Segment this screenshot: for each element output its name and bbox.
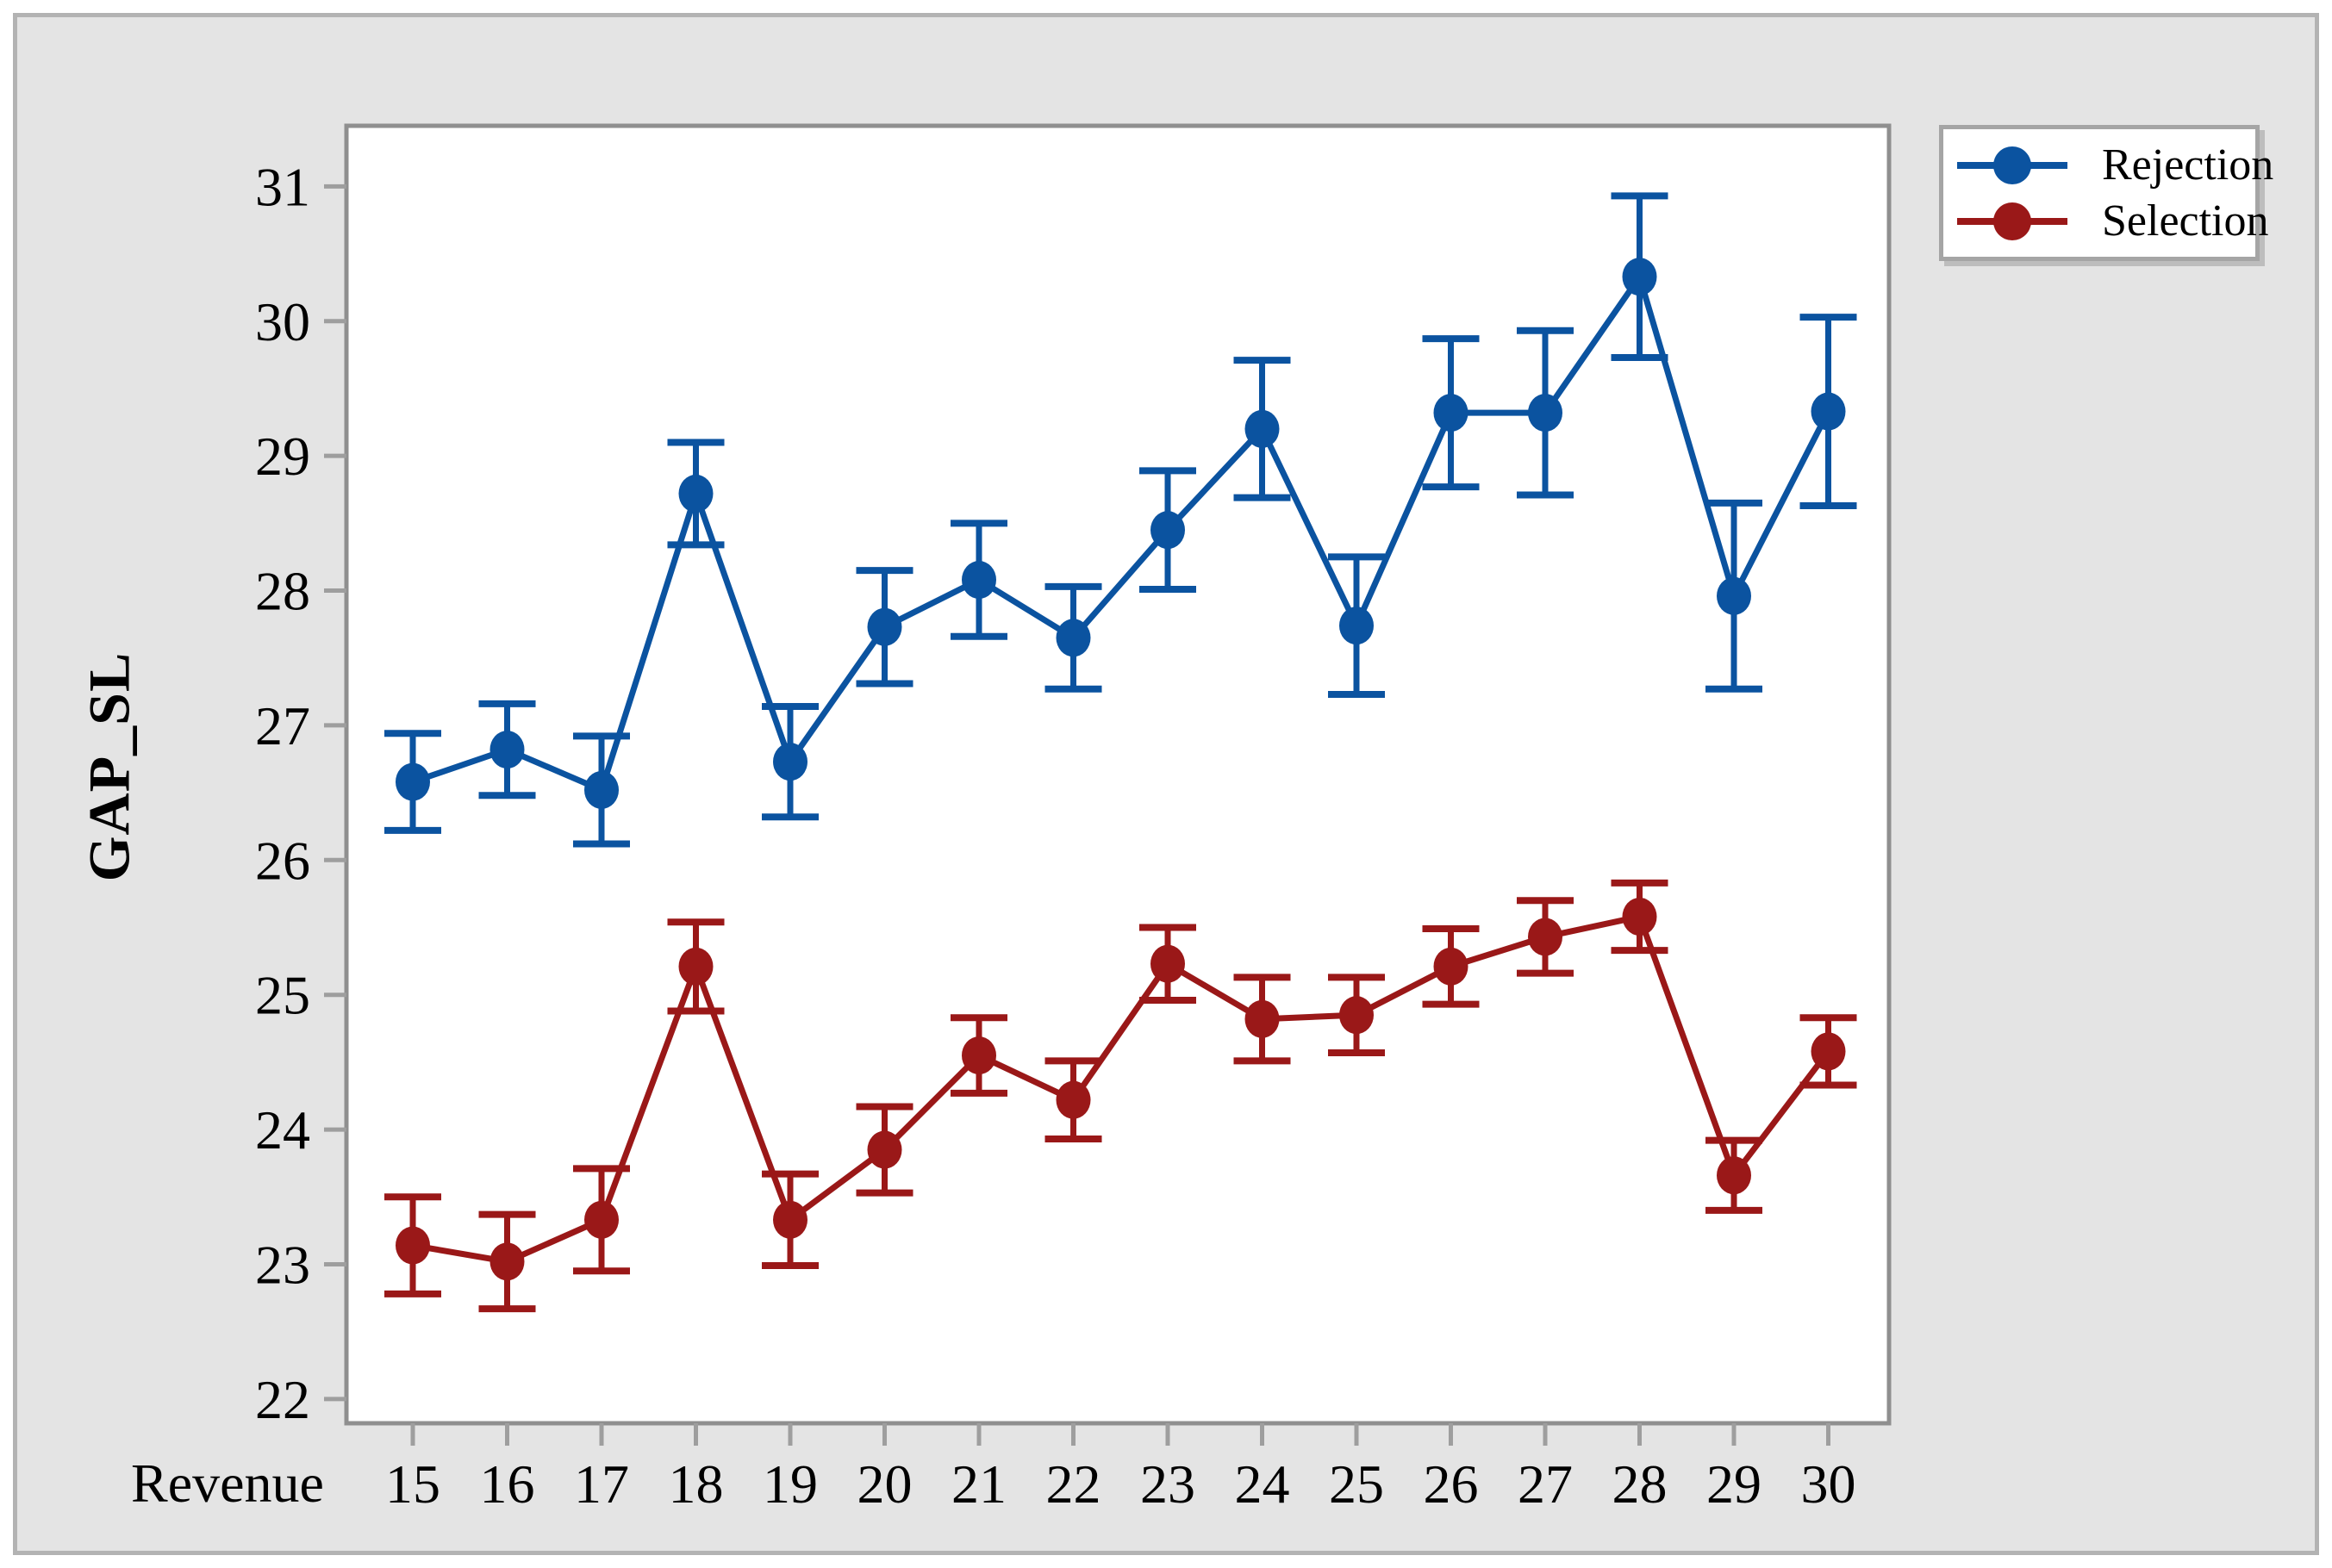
rejection-data-point-marker [678,474,714,513]
x-tick-label: 24 [1235,1453,1290,1515]
rejection-data-point-marker [773,743,807,781]
rejection-data-point-marker [396,762,430,801]
rejection-data-point-marker [1717,576,1751,615]
selection-data-point-marker [1528,918,1562,956]
rejection-data-point-marker [1811,392,1846,431]
selection-data-point-marker [1244,999,1280,1038]
x-tick-label: 22 [1046,1453,1101,1515]
y-axis-title: GAP_SL [76,651,142,882]
selection-data-point-marker [1811,1032,1846,1071]
legend: Rejection Selection [1939,125,2273,261]
selection-data-point-marker [773,1200,807,1239]
y-tick-label: 27 [255,695,310,756]
y-tick-label: 24 [255,1099,310,1160]
x-tick-label: 19 [763,1453,818,1515]
selection-data-point-marker [1150,944,1185,983]
rejection-data-point-marker [1622,258,1657,296]
rejection-series-swatch-icon [1957,146,2067,184]
legend-row-selection: Selection [1957,196,2269,246]
rejection-data-point-marker [584,770,619,809]
selection-data-point-marker [396,1226,430,1265]
selection-series-line [412,912,1831,1265]
y-tick-label: 23 [255,1234,310,1295]
x-tick-label: 21 [951,1453,1007,1515]
legend-label-selection: Selection [2102,196,2269,246]
selection-data-point-marker [1622,897,1657,936]
selection-data-point-marker [1056,1080,1091,1119]
rejection-data-point-marker [489,731,525,769]
y-tick-label: 31 [255,156,310,217]
y-tick-label: 25 [255,965,310,1026]
rejection-data-point-marker [867,607,902,646]
x-tick-label: 27 [1518,1453,1573,1515]
selection-data-point-marker [1717,1156,1751,1195]
rejection-data-point-marker [1528,394,1562,432]
selection-data-point-marker [678,947,714,986]
selection-series-swatch-icon [1957,202,2067,240]
x-tick-label: 15 [385,1453,440,1515]
rejection-series-line [411,270,1831,794]
x-tick-label: 30 [1801,1453,1856,1515]
selection-data-point-marker [489,1242,525,1281]
rejection-data-point-marker [962,561,996,600]
x-tick-label: 26 [1424,1453,1479,1515]
legend-row-rejection: Rejection [1957,140,2273,190]
x-tick-label: 18 [669,1453,724,1515]
selection-data-point-marker [584,1200,619,1239]
x-axis-title: Revenue [131,1453,324,1514]
x-tick-label: 28 [1612,1453,1668,1515]
selection-data-point-marker [867,1130,902,1169]
x-tick-label: 25 [1329,1453,1384,1515]
x-tick-label: 29 [1706,1453,1761,1515]
y-tick-label: 30 [255,291,310,352]
selection-data-point-marker [1339,996,1374,1035]
rejection-data-point-marker [1339,607,1374,645]
selection-data-point-marker [1433,947,1468,986]
x-tick-label: 23 [1140,1453,1195,1515]
x-tick-label: 20 [857,1453,913,1515]
y-tick-label: 26 [255,830,310,891]
rejection-data-point-marker [1433,394,1468,432]
legend-label-rejection: Rejection [2102,140,2274,190]
rejection-data-point-marker [1056,619,1091,657]
y-tick-label: 28 [255,561,310,622]
x-tick-label: 17 [574,1453,629,1515]
x-tick-label: 16 [480,1453,535,1515]
rejection-data-point-marker [1150,511,1185,550]
y-tick-label: 29 [255,426,310,487]
selection-data-point-marker [962,1036,996,1075]
y-tick-label: 22 [255,1369,310,1430]
rejection-data-point-marker [1244,409,1280,448]
